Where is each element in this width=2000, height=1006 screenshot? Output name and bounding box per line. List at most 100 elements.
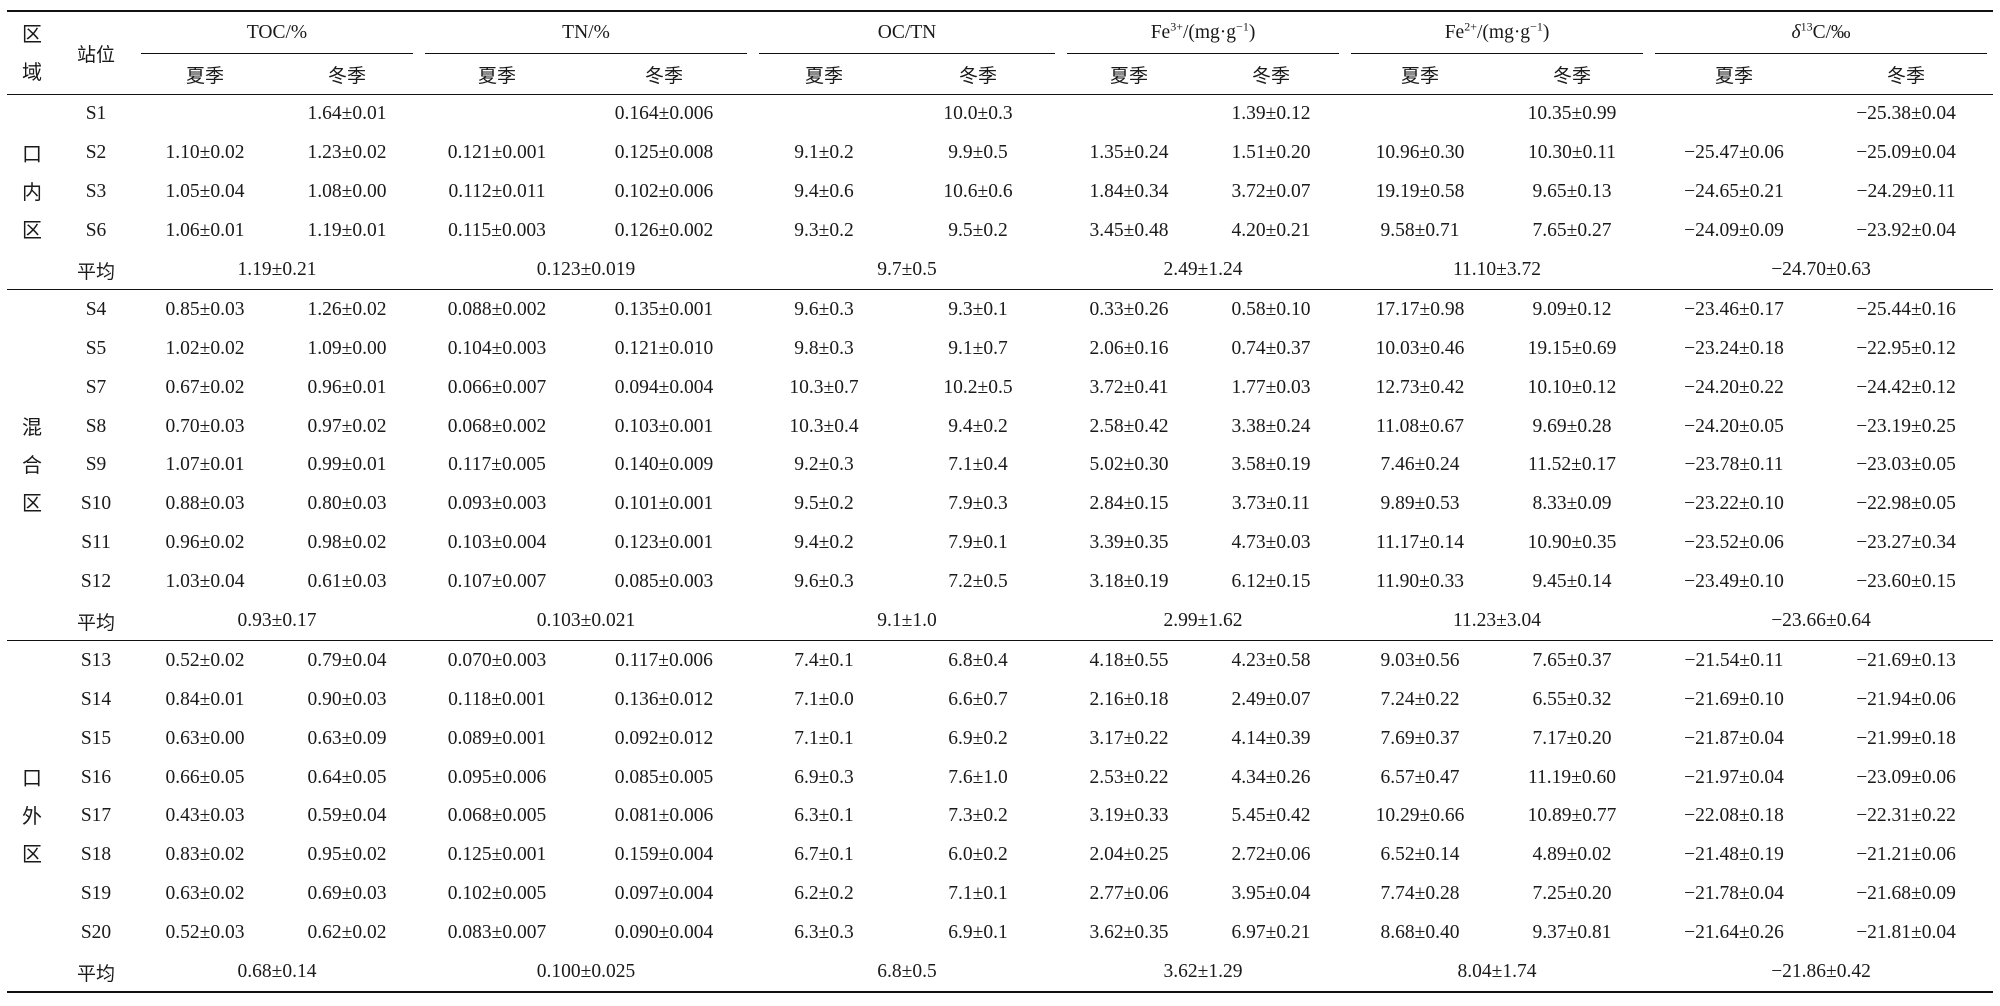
value-cell: 4.73±0.03 (1231, 532, 1311, 554)
value-cell: −21.21±0.06 (1856, 844, 1956, 866)
value-cell: 7.69±0.37 (1380, 727, 1460, 749)
value-cell: 3.95±0.04 (1231, 883, 1311, 905)
table-row: S16 0.66±0.05 0.64±0.05 0.095±0.006 0.085±0.… (7, 758, 1993, 797)
value-cell: 0.69±0.03 (307, 883, 387, 905)
value-cell: 0.62±0.02 (307, 922, 387, 944)
value-cell: 0.52±0.03 (165, 922, 245, 944)
value-cell: 4.34±0.26 (1231, 766, 1311, 788)
value-cell: 0.066±0.007 (447, 376, 547, 398)
value-cell: 3.58±0.19 (1231, 454, 1311, 476)
data-table: 区域 站位 TOC/% TN/% OC/TN Fe3+/(mg·g−1) Fe2… (7, 10, 1994, 994)
value-cell: 9.3±0.1 (948, 298, 1008, 320)
value-cell: 1.02±0.02 (165, 337, 245, 359)
value-cell: 0.84±0.01 (165, 688, 245, 710)
average-value: 2.49±1.24 (1163, 259, 1243, 280)
tn-header: TN/% (419, 11, 753, 54)
value-cell: −22.31±0.22 (1856, 805, 1956, 827)
value-cell: 10.30±0.11 (1528, 142, 1617, 164)
value-cell: 9.8±0.3 (794, 337, 854, 359)
value-cell: 5.02±0.30 (1089, 454, 1169, 476)
value-cell: 0.99±0.01 (307, 454, 387, 476)
summer-header-fe3: 夏季 (1109, 64, 1148, 87)
value-cell: 10.89±0.77 (1527, 805, 1617, 827)
value-cell: 0.43±0.03 (165, 805, 245, 827)
value-cell: 0.59±0.04 (307, 805, 387, 827)
value-cell (1345, 95, 1495, 134)
value-cell: 0.97±0.02 (307, 415, 387, 437)
value-cell: 2.49±0.07 (1231, 688, 1311, 710)
value-cell: 4.18±0.55 (1089, 649, 1169, 671)
value-cell: 0.104±0.003 (447, 337, 547, 359)
value-cell: 0.103±0.001 (614, 415, 714, 437)
value-cell: 1.08±0.00 (307, 181, 387, 203)
winter-header-toc: 冬季 (327, 64, 366, 87)
value-cell: 9.4±0.6 (794, 181, 854, 203)
value-cell: 11.52±0.17 (1528, 454, 1617, 476)
value-cell: 0.117±0.006 (615, 649, 713, 671)
value-cell (1061, 95, 1197, 134)
value-cell: −23.49±0.10 (1684, 571, 1784, 593)
region-label: 混合区 (7, 289, 57, 642)
value-cell: 5.45±0.42 (1231, 805, 1311, 827)
value-cell: 7.17±0.20 (1532, 727, 1612, 749)
value-cell: −21.78±0.04 (1684, 883, 1784, 905)
station-cell: S13 (80, 649, 112, 671)
table-row: 口外区 S13 0.52±0.02 0.79±0.04 0.070±0.003 0.117… (7, 640, 1993, 994)
average-value: 1.19±0.21 (237, 259, 317, 280)
station-cell: S11 (81, 532, 111, 554)
value-cell: −21.54±0.11 (1684, 649, 1784, 671)
value-cell: −22.98±0.05 (1856, 493, 1956, 515)
table-row: S14 0.84±0.01 0.90±0.03 0.118±0.001 0.136±0.… (7, 680, 1993, 719)
average-value: −23.66±0.64 (1771, 610, 1871, 632)
station-cell: S15 (80, 727, 112, 749)
value-cell: 9.89±0.53 (1380, 493, 1460, 515)
value-cell: 0.74±0.37 (1231, 337, 1311, 359)
value-cell: 1.19±0.01 (307, 220, 387, 242)
average-value: 3.62±1.29 (1163, 961, 1243, 983)
value-cell: −21.69±0.13 (1856, 649, 1956, 671)
value-cell: −24.29±0.11 (1856, 181, 1956, 203)
average-value: −24.70±0.63 (1771, 259, 1871, 280)
value-cell: 2.77±0.06 (1089, 883, 1169, 905)
value-cell: 3.19±0.33 (1089, 805, 1169, 827)
station-cell: S6 (85, 220, 107, 242)
station-cell: S18 (80, 844, 112, 866)
value-cell: 1.77±0.03 (1231, 376, 1311, 398)
value-cell: 12.73±0.42 (1375, 376, 1465, 398)
value-cell: −23.92±0.04 (1856, 220, 1956, 242)
station-cell: S4 (85, 298, 107, 320)
value-cell: −23.60±0.15 (1856, 571, 1956, 593)
value-cell: 6.55±0.32 (1532, 688, 1612, 710)
value-cell: 1.64±0.01 (307, 103, 387, 125)
value-cell: 6.9±0.2 (948, 727, 1008, 749)
fe3-header: Fe3+/(mg·g−1) (1061, 11, 1345, 54)
average-label: 平均 (76, 260, 115, 283)
table-row: S5 1.02±0.02 1.09±0.00 0.104±0.003 0.121±0.0… (7, 329, 1993, 368)
value-cell: 0.66±0.05 (165, 766, 245, 788)
value-cell: 1.39±0.12 (1231, 103, 1311, 125)
value-cell: 3.39±0.35 (1089, 532, 1169, 554)
value-cell: 9.09±0.12 (1532, 298, 1612, 320)
value-cell: 7.25±0.20 (1532, 883, 1612, 905)
value-cell: −23.03±0.05 (1856, 454, 1956, 476)
value-cell: 0.125±0.008 (614, 142, 714, 164)
value-cell: −24.09±0.09 (1684, 220, 1784, 242)
table-row: S7 0.67±0.02 0.96±0.01 0.066±0.007 0.094±0.0… (7, 368, 1993, 407)
value-cell: 9.3±0.2 (794, 220, 854, 242)
value-cell: −24.65±0.21 (1684, 181, 1784, 203)
value-cell: 6.9±0.3 (794, 766, 854, 788)
value-cell: 0.092±0.012 (614, 727, 714, 749)
table-row: S8 0.70±0.03 0.97±0.02 0.068±0.002 0.103±0.0… (7, 407, 1993, 446)
value-cell: 2.72±0.06 (1231, 844, 1311, 866)
table-body: 口内区 S1 1.64±0.01 0.164±0.006 10.0±0.3 1.39±0.… (7, 94, 1994, 994)
value-cell: 0.094±0.004 (614, 376, 714, 398)
region-label: 口内区 (7, 94, 57, 291)
table-row: S3 1.05±0.04 1.08±0.00 0.112±0.011 0.102±0.0… (7, 173, 1993, 212)
value-cell: 0.085±0.005 (614, 766, 714, 788)
station-cell: S16 (80, 766, 112, 788)
value-cell: 7.24±0.22 (1380, 688, 1460, 710)
value-cell: 1.05±0.04 (165, 181, 245, 203)
value-cell: 1.26±0.02 (307, 298, 387, 320)
station-cell: S2 (85, 142, 107, 164)
value-cell: 7.1±0.1 (948, 883, 1008, 905)
